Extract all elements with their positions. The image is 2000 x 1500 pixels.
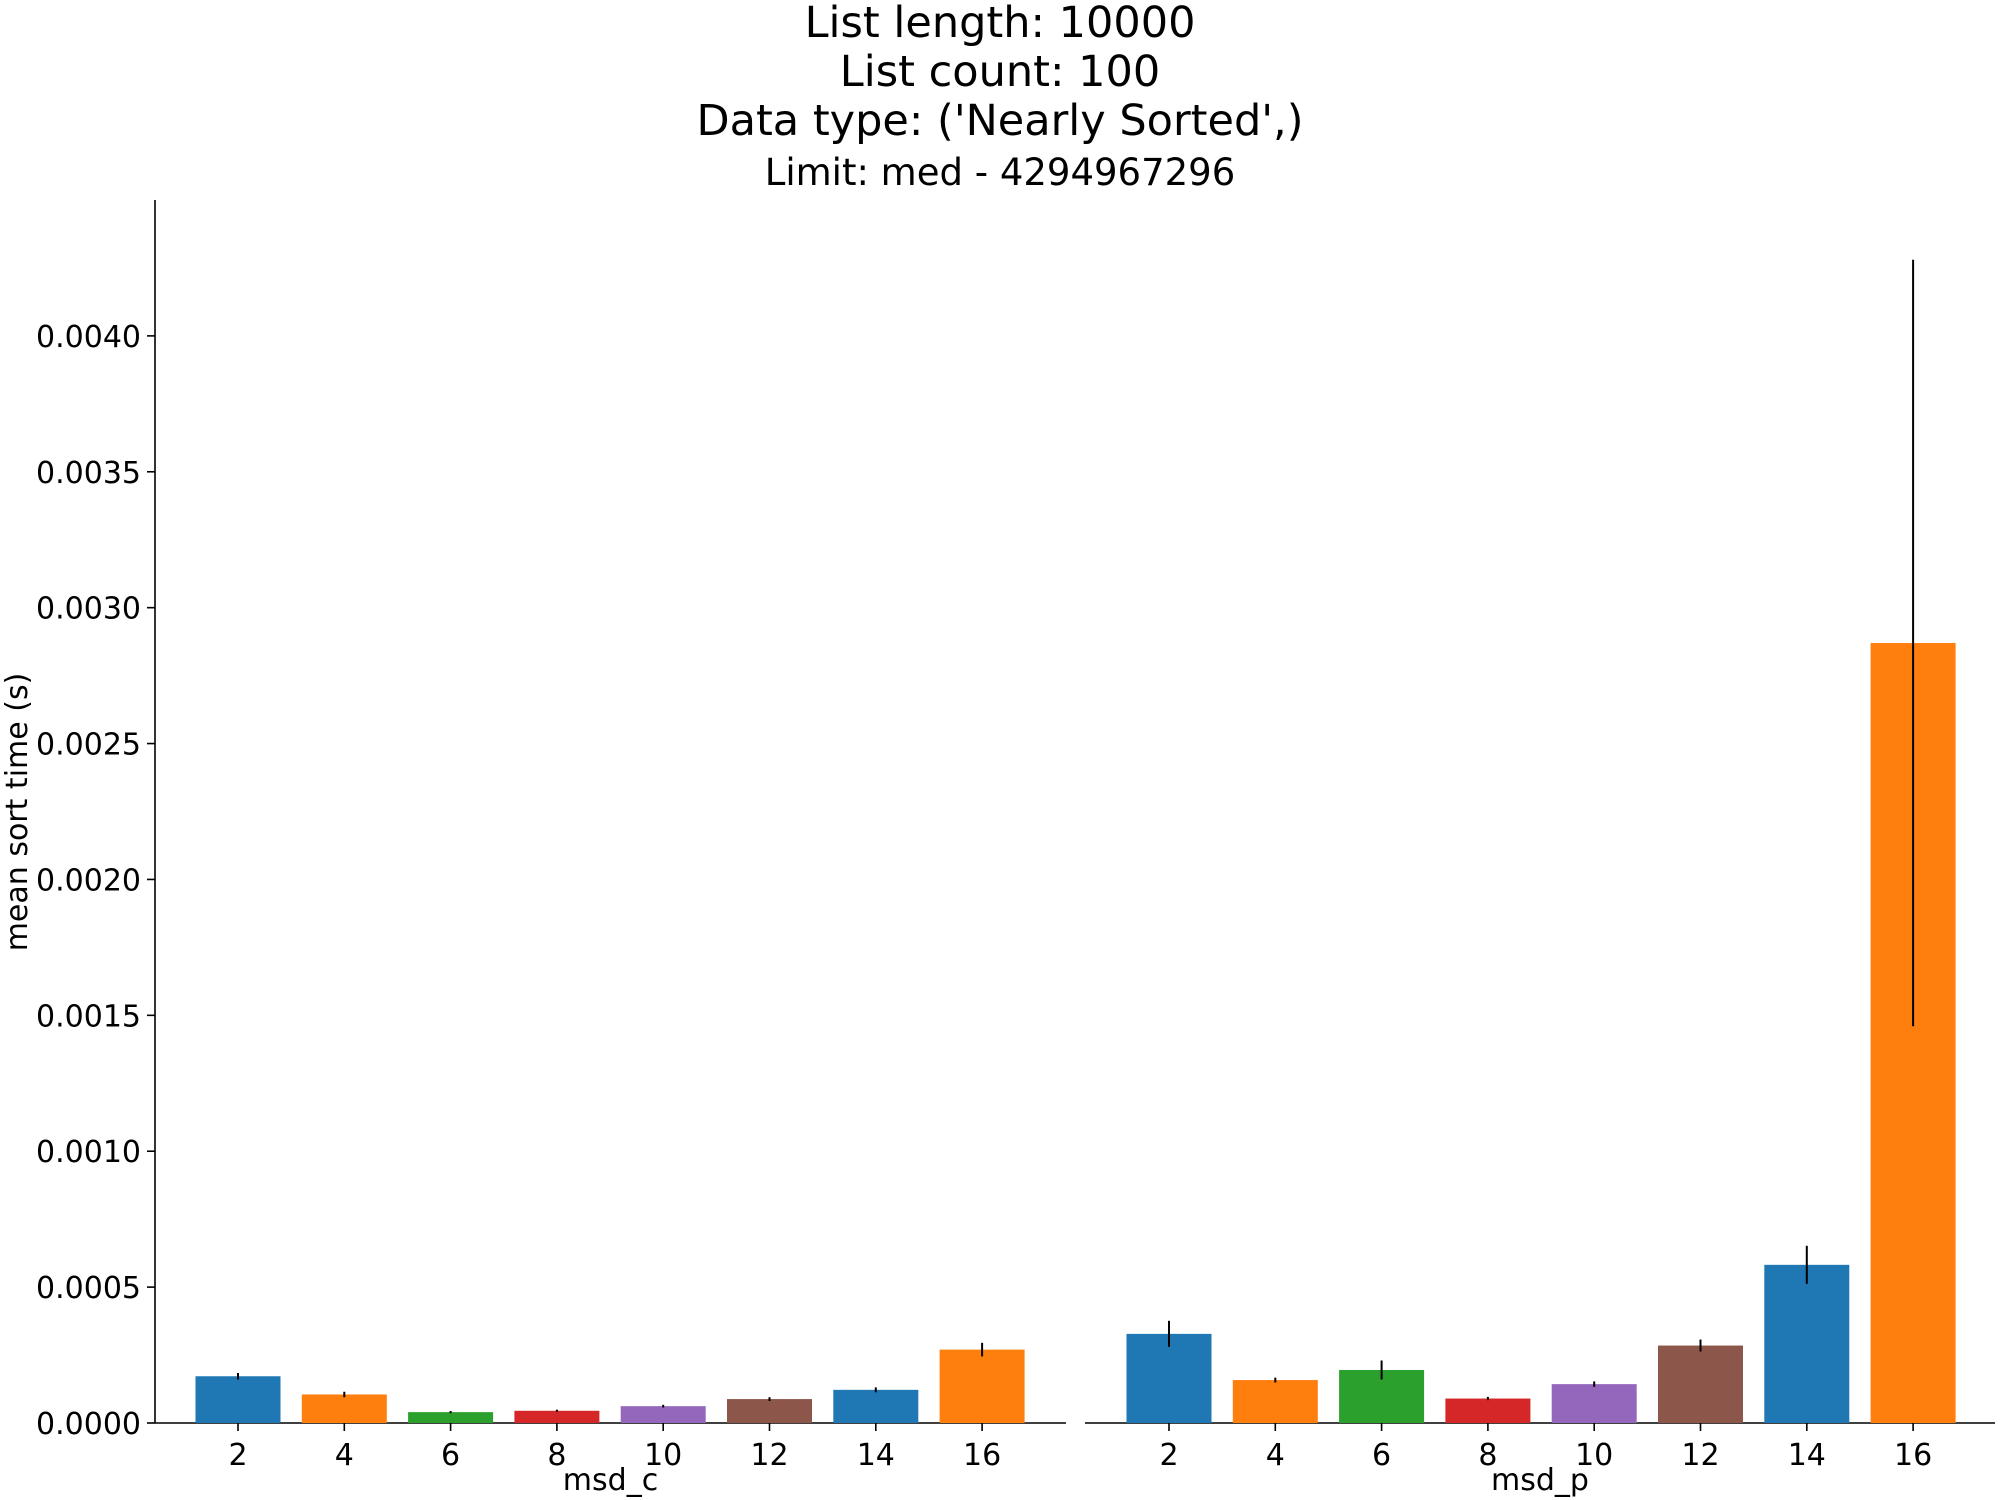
bar [1551, 1384, 1637, 1423]
x-tick-label: 6 [441, 1438, 460, 1473]
x-axis-label: msd_p [1491, 1463, 1589, 1498]
bar [1764, 1264, 1850, 1423]
chart-title-line-1: List length: 10000 [804, 0, 1196, 48]
y-axis: 0.0000 0.0005 0.0010 0.0015 0.0020 0.0025 0.00… [36, 200, 156, 1442]
x-tick-label: 4 [1266, 1438, 1285, 1473]
bar [408, 1412, 494, 1423]
x-tick-label: 14 [857, 1438, 895, 1473]
bar [939, 1349, 1025, 1423]
x-tick-label: 10 [644, 1438, 682, 1473]
bar [1232, 1380, 1318, 1423]
bar [727, 1399, 812, 1423]
bar [195, 1376, 281, 1423]
y-tick-label: 0.0035 [36, 456, 141, 491]
x-tick-label: 8 [547, 1438, 566, 1473]
chart-title-line-2: List count: 100 [839, 47, 1161, 97]
x-tick-label: 2 [1159, 1438, 1178, 1473]
bar [301, 1394, 387, 1423]
x-tick-label: 16 [963, 1438, 1001, 1473]
bar [620, 1406, 706, 1423]
y-tick-label: 0.0015 [36, 999, 141, 1034]
y-tick-label: 0.0020 [36, 863, 141, 898]
x-tick-label: 8 [1478, 1438, 1497, 1473]
y-tick-label: 0.0010 [36, 1135, 141, 1170]
chart-title-line-3: Data type: ('Nearly Sorted',) [696, 96, 1304, 146]
x-tick-label: 16 [1894, 1438, 1932, 1473]
bar [514, 1410, 600, 1423]
bar [1658, 1345, 1743, 1423]
y-tick-label: 0.0005 [36, 1271, 141, 1306]
x-tick-label: 6 [1372, 1438, 1391, 1473]
bar [1445, 1398, 1531, 1423]
bar [833, 1389, 919, 1423]
y-tick-label: 0.0000 [36, 1407, 141, 1442]
x-axis-label: msd_c [563, 1463, 658, 1498]
x-tick-label: 12 [750, 1438, 788, 1473]
x-tick-label: 2 [228, 1438, 247, 1473]
x-tick-label: 4 [335, 1438, 354, 1473]
x-tick-label: 12 [1681, 1438, 1719, 1473]
y-axis-label: mean sort time (s) [0, 673, 35, 952]
y-tick-label: 0.0030 [36, 592, 141, 627]
chart-title-line-4: Limit: med - 4294967296 [764, 151, 1236, 194]
y-tick-label: 0.0040 [36, 320, 141, 355]
panel-msd-c: 2 4 6 8 10 12 14 16 msd_c [155, 1342, 1066, 1498]
bar [1126, 1333, 1212, 1423]
x-tick-label: 10 [1575, 1438, 1613, 1473]
x-tick-label: 14 [1788, 1438, 1826, 1473]
y-tick-label: 0.0025 [36, 728, 141, 763]
panel-msd-p: 2 4 6 8 10 12 14 16 msd_p [1085, 259, 1995, 1498]
